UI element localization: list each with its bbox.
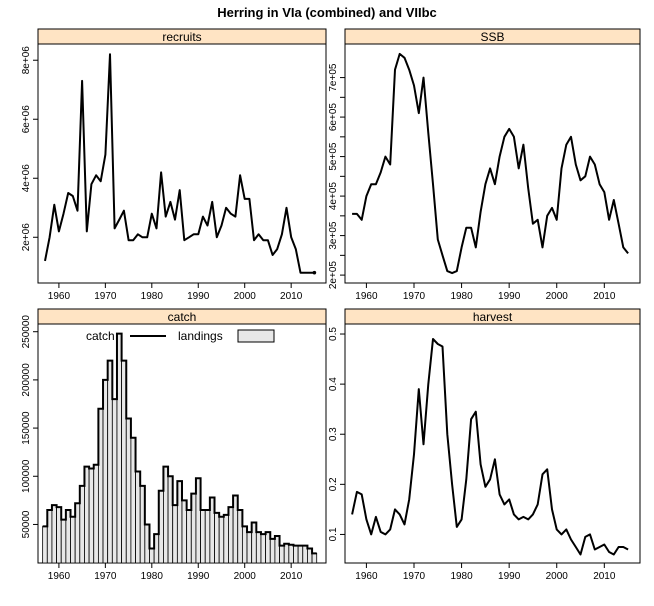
y-tick-label: 4e+06 — [21, 164, 32, 193]
bar-1963 — [70, 516, 76, 564]
y-tick-label: 100000 — [21, 459, 32, 493]
legend-catch-label: catch — [86, 329, 115, 343]
x-tick-label: 1970 — [403, 291, 426, 302]
y-tick-label: 0.3 — [328, 427, 339, 441]
x-tick-label: 1970 — [94, 291, 117, 302]
panel-recruits: recruits 1960 1970 1980 1990 2000 2010 2e+06 4e+… — [21, 28, 327, 302]
bar-1972 — [111, 398, 118, 564]
x-tick-label: 1980 — [141, 291, 164, 302]
y-tick-label: 6e+06 — [21, 105, 32, 134]
bar-1959 — [51, 504, 57, 564]
bar-1994 — [214, 512, 220, 564]
x-tick-label: 1970 — [403, 571, 426, 582]
x-tick-label: 2010 — [280, 571, 303, 582]
x-tick-label: 2010 — [593, 291, 616, 302]
x-tick-label: 1980 — [450, 291, 473, 302]
x-tick-label: 2010 — [593, 571, 616, 582]
y-tick-label: 2e+06 — [21, 223, 32, 252]
y-tick-label: 0.5 — [328, 327, 339, 341]
y-tick-label: 250000 — [21, 315, 32, 349]
x-tick-label: 1960 — [48, 291, 71, 302]
x-tick-label: 2000 — [234, 571, 257, 582]
bar-1988 — [186, 509, 192, 564]
bar-1995 — [218, 516, 225, 564]
x-tick-label: 1990 — [187, 291, 210, 302]
strip-label: harvest — [473, 310, 513, 324]
y-tick-label: 7e+05 — [328, 63, 339, 92]
x-tick-label: 1990 — [187, 571, 210, 582]
plot-frame — [344, 43, 641, 284]
x-tick-label: 1960 — [355, 571, 378, 582]
y-tick-label: 2e+05 — [328, 261, 339, 290]
x-tick-label: 2000 — [546, 571, 569, 582]
bar-1975 — [125, 418, 132, 564]
legend-landings-label: landings — [178, 329, 223, 343]
catch-line — [42, 332, 317, 555]
x-tick-label: 1970 — [94, 571, 117, 582]
panel-catch: catch 1960 1970 1980 1990 2000 2010 50000 100000… — [21, 308, 327, 582]
x-tick-label: 2000 — [546, 291, 569, 302]
bar-2011 — [293, 545, 299, 564]
bar-1967 — [88, 468, 95, 564]
bar-1991 — [200, 509, 206, 564]
y-tick-label: 0.2 — [328, 477, 339, 491]
x-tick-label: 1960 — [355, 291, 378, 302]
bar-1996 — [223, 514, 229, 564]
bar-1992 — [204, 509, 211, 564]
panel-harvest: harvest 1960 1970 1980 1990 2000 2010 0.1 0.2 0.3… — [328, 308, 641, 582]
x-tick-label: 1960 — [48, 571, 71, 582]
y-tick-label: 6e+05 — [328, 103, 339, 132]
plot-frame — [37, 43, 327, 284]
x-tick-label: 2000 — [234, 291, 257, 302]
page-title: Herring in VIa (combined) and VIIbc — [217, 5, 437, 20]
bar-2010 — [288, 544, 294, 564]
y-tick-label: 3e+05 — [328, 221, 339, 250]
y-tick-label: 8e+06 — [21, 46, 32, 75]
strip-label: recruits — [162, 30, 201, 44]
x-tick-label: 2010 — [280, 291, 303, 302]
y-tick-label: 200000 — [21, 363, 32, 397]
bar-1957 — [42, 525, 48, 564]
series-line-SSB — [352, 52, 629, 275]
bar-2004 — [260, 533, 267, 564]
bar-2006 — [269, 538, 276, 564]
bar-1985 — [172, 504, 178, 564]
y-tick-label: 5e+05 — [328, 142, 339, 171]
bar-1961 — [60, 519, 67, 564]
plot-frame — [344, 323, 641, 564]
bar-1980 — [149, 548, 155, 564]
bar-2003 — [255, 531, 262, 564]
bar-2001 — [246, 531, 253, 564]
series-line-recruits — [44, 53, 315, 274]
strip-label: catch — [168, 310, 197, 324]
panel-SSB: SSB 1960 1970 1980 1990 2000 2010 2e+05 3e+05 4e+… — [328, 28, 641, 302]
y-tick-label: 4e+05 — [328, 182, 339, 211]
x-tick-label: 1990 — [498, 291, 521, 302]
x-tick-label: 1980 — [450, 571, 473, 582]
series-end-point — [312, 270, 317, 275]
x-tick-label: 1990 — [498, 571, 521, 582]
bar-1968 — [93, 464, 99, 564]
legend: catch landings — [86, 329, 275, 343]
x-tick-label: 1980 — [141, 571, 164, 582]
bar-2015 — [311, 552, 318, 564]
series-line-harvest — [351, 338, 629, 556]
strip-label: SSB — [480, 30, 504, 44]
y-tick-label: 50000 — [21, 510, 32, 538]
bar-2008 — [279, 545, 285, 564]
y-tick-label: 0.4 — [328, 377, 339, 391]
y-tick-label: 0.1 — [328, 527, 339, 541]
bar-2012 — [297, 545, 304, 564]
legend-landings-swatch — [237, 329, 275, 343]
y-tick-label: 150000 — [21, 411, 32, 445]
